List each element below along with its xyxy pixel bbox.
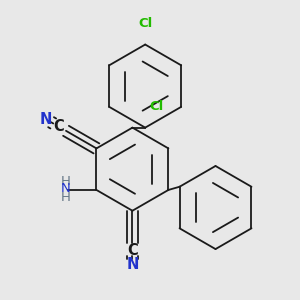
Text: N: N (40, 112, 52, 127)
Text: C: C (127, 243, 138, 258)
Text: C: C (53, 119, 64, 134)
Text: H: H (61, 191, 71, 204)
Text: Cl: Cl (149, 100, 164, 113)
Text: N: N (126, 257, 139, 272)
Text: H: H (61, 175, 71, 188)
Text: Cl: Cl (138, 17, 152, 30)
Text: N: N (61, 182, 71, 195)
